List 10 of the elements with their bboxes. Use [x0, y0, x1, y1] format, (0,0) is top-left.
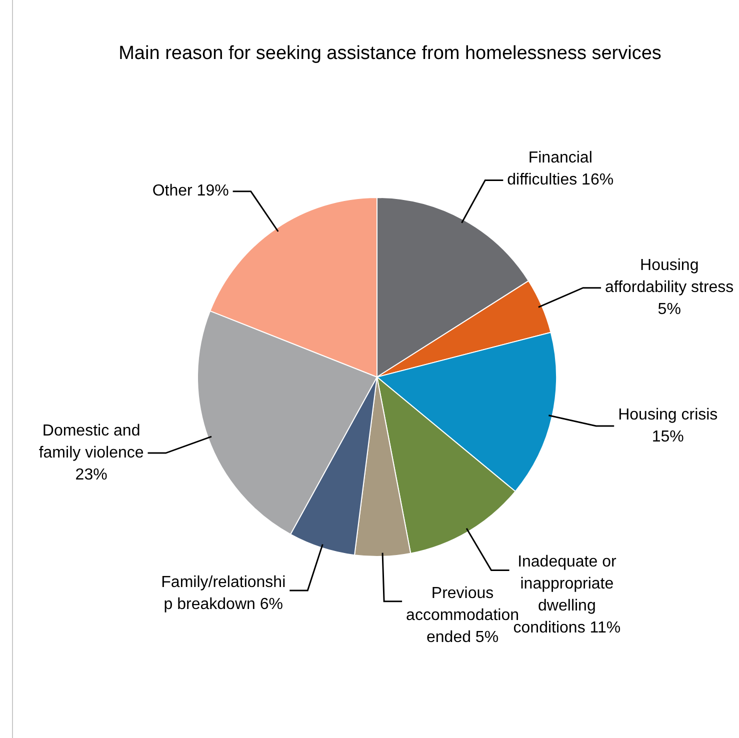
data-label: 23%: [75, 466, 108, 484]
slice-label: Family/relationship breakdown 6%: [161, 574, 286, 613]
slice-label: Housing affordability stress: [605, 257, 734, 296]
chart-title: Main reason for seeking assistance from homelessness services: [118, 43, 662, 64]
slice-label: Financial difficulties 16%: [507, 150, 614, 189]
data-label: 15%: [652, 428, 684, 446]
slice-label: Domestic and family violence: [38, 422, 144, 462]
data-label: 5%: [658, 301, 681, 318]
slice-label: Other 19%: [152, 182, 229, 200]
slice-label: Housing crisis: [618, 406, 718, 424]
